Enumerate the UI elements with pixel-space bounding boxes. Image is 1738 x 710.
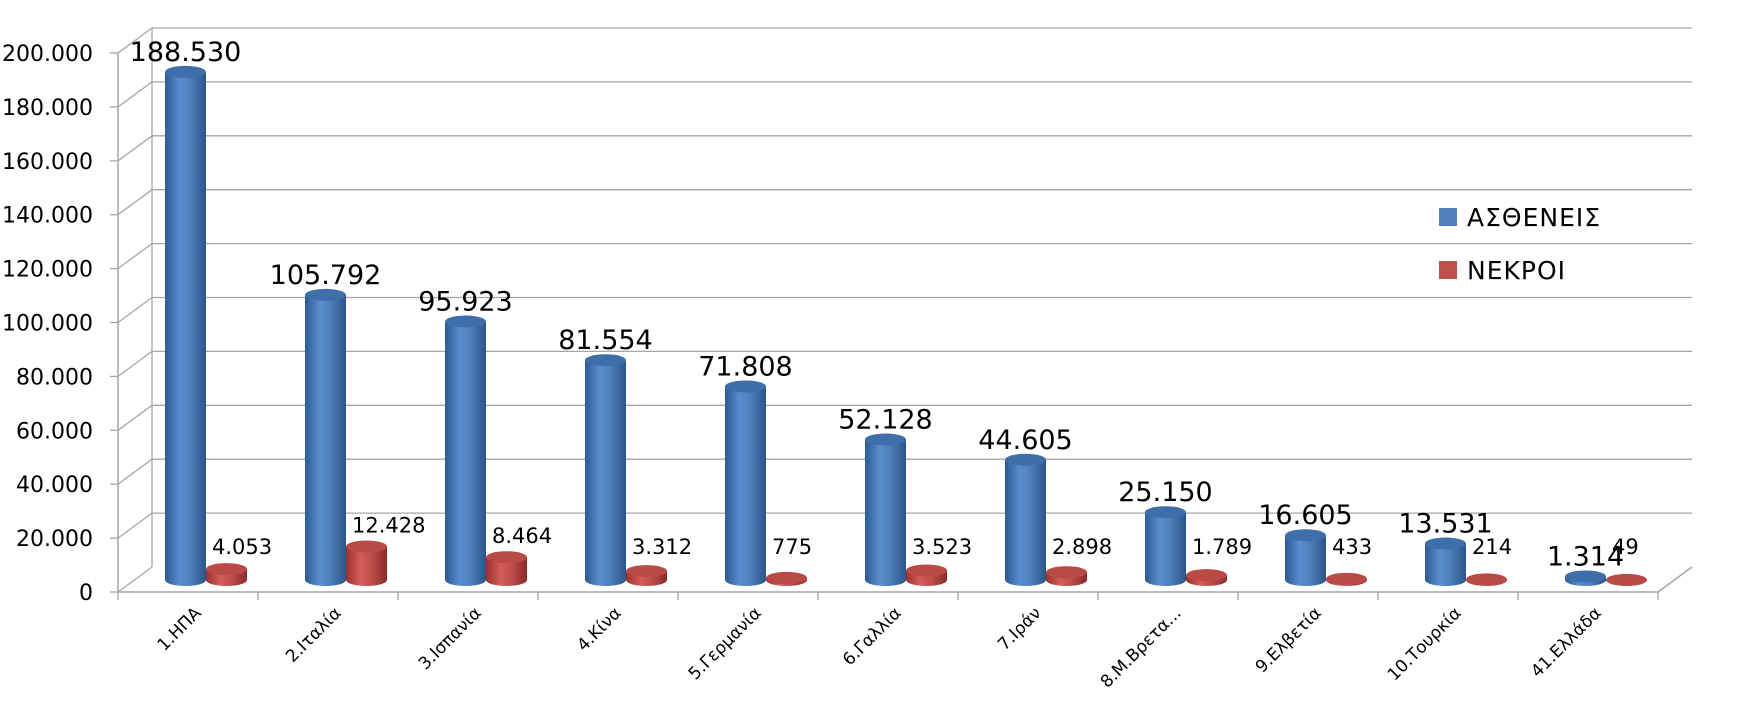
y-axis-tick-label: 20.000 [16, 527, 93, 552]
value-label-nekroi: 214 [1472, 535, 1512, 559]
bar-asthenis-2 [445, 315, 486, 586]
side-gridline [117, 566, 153, 593]
x-axis-category-label: 5.Γερμανία [685, 603, 766, 684]
value-labels: 188.530 105.792 95.923 81.554 71.808 52.128 44… [130, 37, 1639, 573]
back-grid [117, 27, 1692, 593]
bar-nekroi-7 [1186, 569, 1227, 586]
value-label-nekroi: 49 [1612, 535, 1639, 559]
value-label-asthenis: 95.923 [418, 286, 512, 317]
x-axis-category-label: 6.Γαλλία [839, 603, 905, 669]
side-gridline [117, 81, 153, 108]
x-axis-category-label: 7.Ιράν [994, 603, 1045, 654]
x-axis-labels: 1.ΗΠΑ 2.Ιταλία 3.Ισπανία 4.Κίνα 5.Γερμανία 6.… [154, 603, 1606, 692]
y-axis-tick-label: 60.000 [16, 419, 93, 444]
y-axis-tick-label: 100.000 [2, 312, 93, 337]
bar-asthenis-9 [1425, 537, 1466, 586]
bar-nekroi-1 [346, 540, 387, 586]
bars [165, 65, 1647, 587]
bar-asthenis-10 [1565, 570, 1606, 586]
bar-asthenis-1 [305, 288, 346, 586]
value-label-asthenis: 52.128 [838, 405, 932, 436]
bar-asthenis-4 [725, 380, 766, 586]
y-axis-tick-label: 80.000 [16, 365, 93, 390]
value-label-asthenis: 81.554 [558, 325, 652, 356]
side-gridline [117, 404, 153, 431]
value-label-nekroi: 775 [772, 535, 812, 559]
bar-nekroi-5 [906, 564, 947, 586]
value-label-nekroi: 433 [1332, 535, 1372, 559]
x-axis-category-label: 3.Ισπανία [415, 603, 486, 674]
y-axis-labels: 0 20.000 40.000 60.000 80.000 100.000 120.000 1… [2, 42, 93, 606]
side-gridline [117, 350, 153, 377]
value-label-asthenis: 13.531 [1398, 509, 1492, 540]
y-axis-tick-label: 180.000 [2, 96, 93, 121]
side-gridline [117, 27, 153, 54]
value-label-nekroi: 2.898 [1052, 535, 1112, 559]
side-gridline [117, 458, 153, 485]
bar-nekroi-4 [766, 571, 807, 586]
value-label-asthenis: 71.808 [698, 351, 792, 382]
bar-nekroi-9 [1465, 573, 1507, 586]
bar-nekroi-10 [1606, 573, 1647, 586]
side-gridline [117, 135, 153, 162]
axes [110, 52, 1693, 600]
side-gridline [117, 189, 153, 216]
value-label-asthenis: 25.150 [1118, 477, 1212, 508]
value-label-asthenis: 1.314 [1547, 541, 1624, 572]
value-label-asthenis: 105.792 [270, 260, 382, 291]
value-label-nekroi: 1.789 [1192, 535, 1252, 559]
bar-nekroi-6 [1046, 566, 1087, 586]
bar-nekroi-8 [1326, 572, 1367, 586]
side-gridline [117, 243, 153, 270]
x-axis-category-label: 8.Μ.Βρετα... [1097, 603, 1186, 692]
value-label-nekroi: 4.053 [212, 535, 272, 559]
x-axis-category-label: 2.Ιταλία [282, 603, 345, 666]
x-axis-category-label: 41.Ελλάδα [1527, 603, 1605, 681]
legend-swatch-asthenis [1439, 208, 1457, 226]
x-axis-category-label: 1.ΗΠΑ [154, 603, 206, 655]
y-axis-tick-label: 140.000 [2, 204, 93, 229]
x-axis-category-label: 4.Κίνα [573, 603, 625, 655]
legend-label-asthenis: ΑΣΘΕΝΕΙΣ [1467, 203, 1601, 232]
bar-asthenis-0 [165, 65, 206, 587]
x-axis-category-label: 9.Ελβετία [1252, 603, 1326, 677]
bar-nekroi-2 [485, 551, 527, 586]
bar-nekroi-0 [206, 563, 247, 586]
y-axis-tick-label: 40.000 [16, 473, 93, 498]
bar-asthenis-5 [865, 433, 906, 586]
legend-label-nekroi: ΝΕΚΡΟΙ [1467, 256, 1566, 285]
legend: ΑΣΘΕΝΕΙΣ ΝΕΚΡΟΙ [1439, 203, 1601, 285]
bar-asthenis-7 [1145, 506, 1186, 586]
bar-asthenis-3 [585, 354, 626, 586]
x-axis-category-label: 10.Τουρκία [1384, 603, 1466, 685]
y-axis-tick-label: 0 [79, 581, 93, 606]
y-axis-tick-label: 160.000 [2, 150, 93, 175]
y-axis-tick-label: 120.000 [2, 258, 93, 283]
value-label-nekroi: 3.523 [912, 535, 972, 559]
value-label-nekroi: 8.464 [492, 524, 552, 548]
y-axis-tick-label: 200.000 [2, 42, 93, 67]
value-label-asthenis: 188.530 [130, 37, 242, 68]
side-gridline [117, 296, 153, 324]
bar-asthenis-6 [1005, 453, 1046, 586]
value-label-nekroi: 12.428 [352, 514, 425, 538]
side-gridline [117, 512, 153, 539]
bar-nekroi-3 [626, 565, 667, 586]
bar-asthenis-8 [1285, 529, 1326, 586]
value-label-asthenis: 44.605 [978, 425, 1072, 456]
value-label-nekroi: 3.312 [632, 535, 692, 559]
legend-swatch-nekroi [1439, 261, 1457, 279]
value-label-asthenis: 16.605 [1258, 500, 1352, 531]
